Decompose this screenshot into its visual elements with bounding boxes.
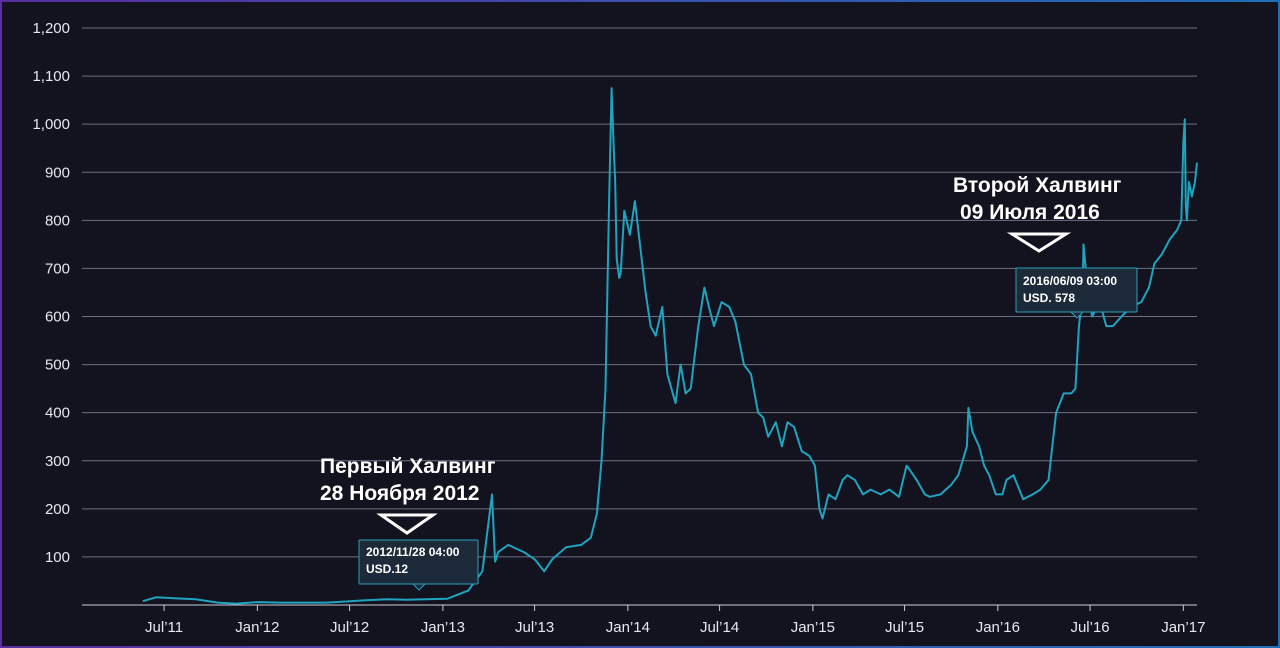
- x-tick-label: Jan’13: [421, 619, 465, 636]
- annotation-first-halving-date: 28 Ноября 2012: [320, 482, 480, 505]
- tooltip-second-halving: 2016/06/09 03:00 USD. 578: [1015, 267, 1138, 319]
- tooltip-first-date: 2012/11/28 04:00: [366, 545, 460, 559]
- first-halving-marker-icon: [376, 513, 438, 535]
- y-tick-label: 100: [45, 549, 70, 566]
- x-tick-label: Jul’11: [145, 619, 183, 636]
- y-tick-label: 600: [45, 309, 70, 326]
- x-tick-label: Jan’14: [606, 619, 650, 636]
- x-tick-label: Jul’15: [885, 619, 924, 636]
- y-tick-label: 1,000: [32, 116, 70, 133]
- tooltip-first-halving: 2012/11/28 04:00 USD.12: [358, 539, 479, 591]
- y-tick-label: 700: [45, 260, 70, 277]
- x-tick-label: Jan’16: [976, 619, 1020, 636]
- x-axis: Jul’11 Jan’12 Jul’12 Jan’13 Jul’13 Jan’14 Jul’…: [145, 605, 1205, 636]
- y-tick-label: 200: [45, 501, 70, 518]
- x-tick-label: Jan’17: [1161, 619, 1205, 636]
- tooltip-first-price: USD.12: [366, 562, 408, 576]
- y-tick-label: 400: [45, 405, 70, 422]
- second-halving-marker-icon: [1006, 232, 1072, 253]
- y-tick-label: 500: [45, 357, 70, 374]
- y-axis: 100 200 300 400 500 600 700 800 900 1,000 1,100 1,2…: [32, 20, 70, 566]
- x-tick-label: Jul’16: [1070, 619, 1109, 636]
- y-tick-label: 900: [45, 164, 70, 181]
- x-tick-label: Jul’12: [330, 619, 369, 636]
- x-tick-label: Jan’12: [235, 619, 279, 636]
- x-tick-label: Jul’14: [700, 619, 739, 636]
- price-series-line: [142, 87, 1198, 605]
- x-tick-label: Jan’15: [791, 619, 835, 636]
- tooltip-second-pointer: [1069, 311, 1085, 319]
- annotation-second-halving-title: Второй Халвинг: [953, 174, 1122, 197]
- x-tick-label: Jul’13: [515, 619, 554, 636]
- tooltip-first-pointer: [411, 583, 427, 591]
- tooltip-second-date: 2016/06/09 03:00: [1023, 274, 1117, 288]
- y-tick-label: 300: [45, 453, 70, 470]
- y-tick-label: 1,200: [32, 20, 70, 37]
- y-tick-label: 1,100: [32, 68, 70, 85]
- annotation-first-halving-title: Первый Халвинг: [320, 455, 496, 478]
- y-tick-label: 800: [45, 212, 70, 229]
- tooltip-second-price: USD. 578: [1023, 291, 1075, 305]
- annotation-second-halving-date: 09 Июля 2016: [960, 201, 1100, 224]
- gridlines: [82, 27, 1197, 606]
